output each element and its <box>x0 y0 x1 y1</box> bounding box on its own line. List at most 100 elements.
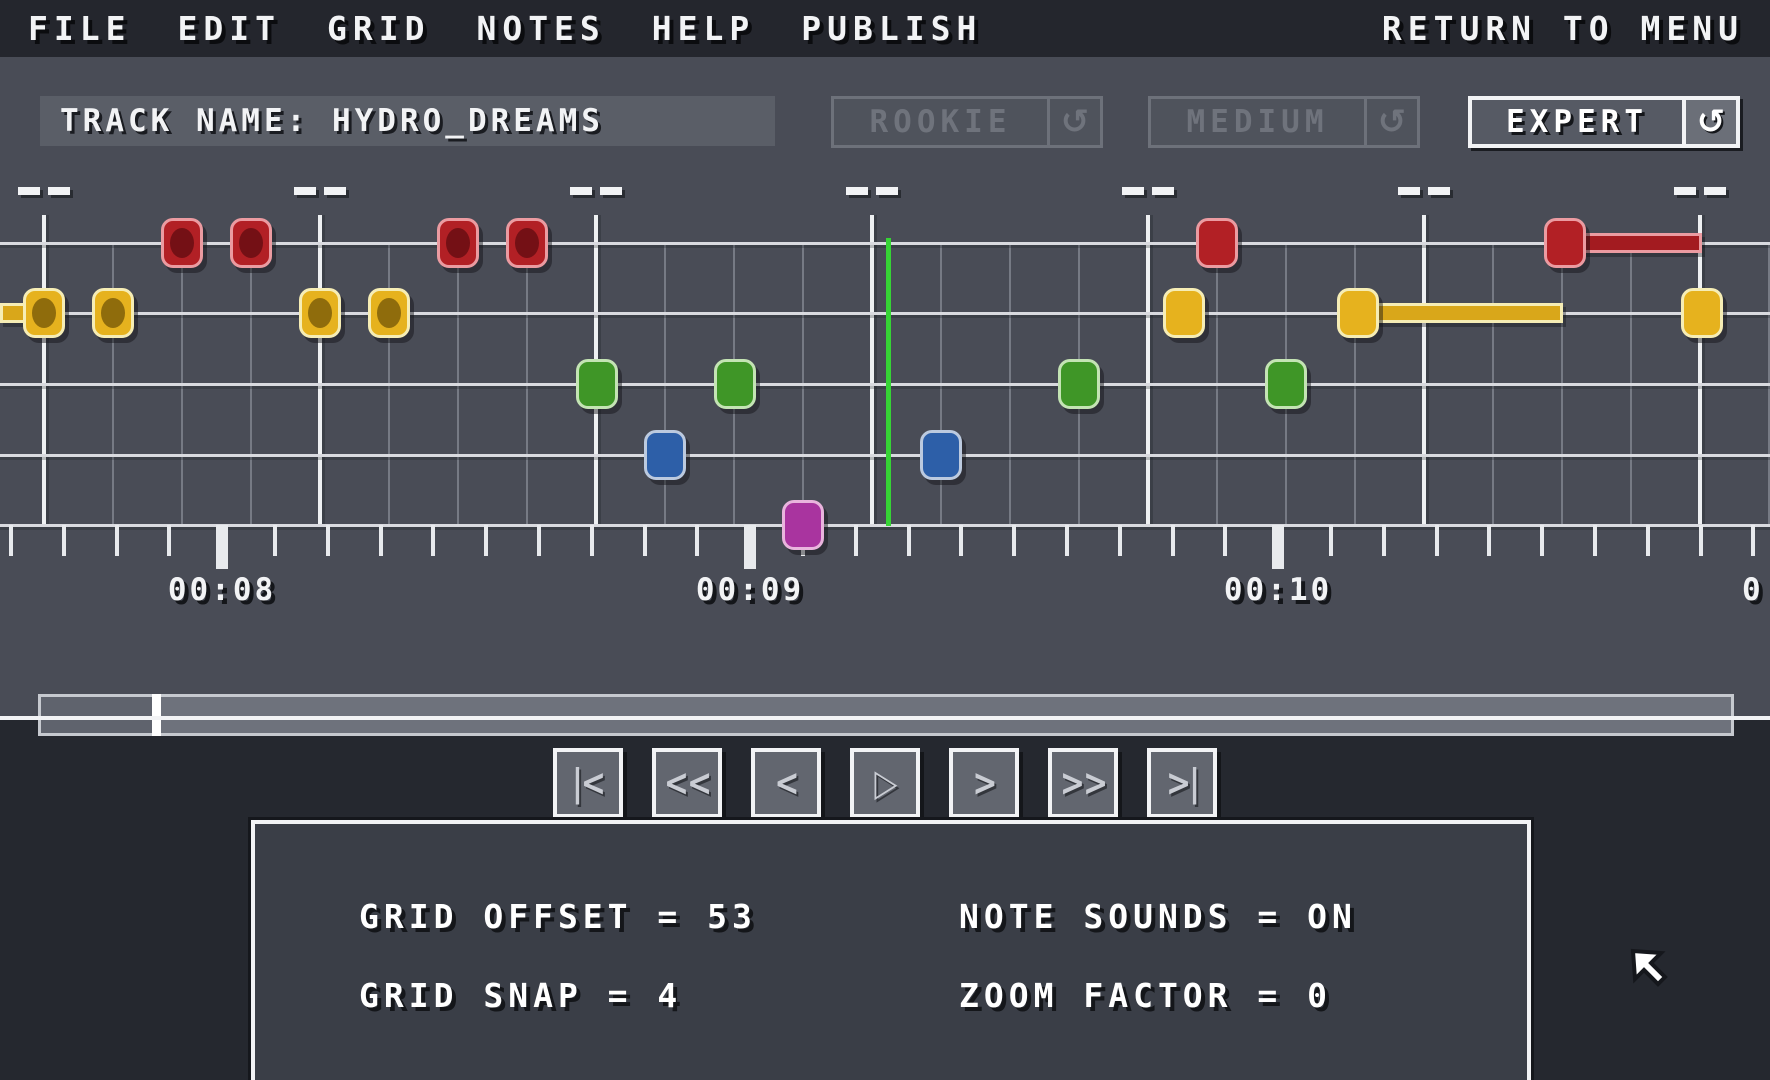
ruler-minor-tick <box>1699 525 1703 556</box>
scrollbar-handle[interactable] <box>152 694 161 736</box>
note-purple[interactable] <box>782 500 824 550</box>
grid-major-line <box>1698 215 1702 525</box>
note-red[interactable] <box>506 218 548 268</box>
timeline-scrollbar[interactable] <box>38 694 1734 736</box>
note-green[interactable] <box>576 359 618 409</box>
lane-line <box>0 242 1770 245</box>
note-hit-marker <box>239 228 263 258</box>
lane-line <box>0 454 1770 457</box>
grid-major-line <box>42 215 46 525</box>
note-green[interactable] <box>1058 359 1100 409</box>
section-divider <box>0 716 1770 720</box>
difficulty-label: MEDIUM <box>1186 104 1329 140</box>
note-hit-marker <box>170 228 194 258</box>
note-yellow[interactable] <box>1681 288 1723 338</box>
grid-major-line <box>318 215 322 525</box>
ruler-major-tick <box>1272 525 1284 569</box>
note-yellow[interactable] <box>1337 288 1379 338</box>
fast-forward-button[interactable]: >> <box>1048 748 1118 818</box>
ruler-minor-tick <box>379 525 383 556</box>
note-yellow[interactable] <box>368 288 410 338</box>
ruler-timestamp: 00:09 <box>695 572 805 608</box>
ruler-minor-tick <box>167 525 171 556</box>
note-yellow[interactable] <box>299 288 341 338</box>
grid-major-line <box>1146 215 1150 525</box>
ruler-minor-tick <box>695 525 699 556</box>
ruler-minor-tick <box>643 525 647 556</box>
ruler-minor-tick <box>273 525 277 556</box>
measure-dash <box>1152 187 1174 195</box>
play-button[interactable]: ▷ <box>850 748 920 818</box>
skip-to-start-button[interactable]: |< <box>553 748 623 818</box>
note-red[interactable] <box>1196 218 1238 268</box>
step-back-button[interactable]: < <box>751 748 821 818</box>
ruler-minor-tick <box>1487 525 1491 556</box>
ruler-minor-tick <box>1382 525 1386 556</box>
difficulty-label: ROOKIE <box>869 104 1012 140</box>
loop-icon[interactable]: ↺ <box>1047 99 1100 145</box>
note-red[interactable] <box>161 218 203 268</box>
timeline-ruler[interactable]: 00:08 00:09 00:10 0 <box>0 525 1770 717</box>
status-panel: GRID OFFSET = 53 NOTE SOUNDS = ON GRID S… <box>248 817 1534 1080</box>
transport-controls: |< << < ▷ > >> >| <box>0 748 1770 820</box>
ruler-minor-tick <box>1540 525 1544 556</box>
ruler-minor-tick <box>907 525 911 556</box>
note-red[interactable] <box>437 218 479 268</box>
playhead[interactable] <box>886 238 891 526</box>
note-hit-marker <box>515 228 539 258</box>
note-hit-marker <box>377 298 401 328</box>
ruler-minor-tick <box>431 525 435 556</box>
menu-item-grid[interactable]: GRID <box>326 9 431 48</box>
measure-dash <box>1428 187 1450 195</box>
menu-item-edit[interactable]: EDIT <box>177 9 281 48</box>
note-hit-marker <box>101 298 125 328</box>
ruler-minor-tick <box>1065 525 1069 556</box>
menu-item-file[interactable]: FILE <box>28 9 132 48</box>
lane-line <box>0 383 1770 386</box>
grid-major-line <box>1422 215 1426 525</box>
measure-dash <box>1398 187 1420 195</box>
loop-icon[interactable]: ↺ <box>1364 99 1417 145</box>
lane-line <box>0 312 1770 315</box>
ruler-timestamp: 00:08 <box>167 572 277 608</box>
measure-dash <box>1674 187 1696 195</box>
ruler-minor-tick <box>1223 525 1227 556</box>
note-red[interactable] <box>1544 218 1586 268</box>
note-red[interactable] <box>230 218 272 268</box>
rewind-button[interactable]: << <box>652 748 722 818</box>
loop-icon[interactable]: ↺ <box>1682 100 1736 144</box>
difficulty-button-expert[interactable]: EXPERT ↺ <box>1468 96 1740 148</box>
note-green[interactable] <box>714 359 756 409</box>
difficulty-button-rookie[interactable]: ROOKIE ↺ <box>831 96 1103 148</box>
note-yellow[interactable] <box>1163 288 1205 338</box>
note-blue[interactable] <box>644 430 686 480</box>
menu-item-notes[interactable]: NOTES <box>476 9 606 48</box>
ruler-minor-tick <box>326 525 330 556</box>
ruler-minor-tick <box>484 525 488 556</box>
ruler-timestamp-partial: 0 <box>1742 572 1764 608</box>
note-yellow[interactable] <box>23 288 65 338</box>
track-name-label: TRACK NAME: HYDRO_DREAMS <box>60 103 604 139</box>
measure-dash <box>294 187 316 195</box>
ruler-minor-tick <box>1593 525 1597 556</box>
editor-panel: TRACK NAME: HYDRO_DREAMS 00:08 00:09 00:10… <box>0 57 1770 736</box>
return-to-menu-button[interactable]: RETURN TO MENU <box>1381 9 1744 48</box>
note-blue[interactable] <box>920 430 962 480</box>
skip-to-end-button[interactable]: >| <box>1147 748 1217 818</box>
measure-dash <box>1704 187 1726 195</box>
note-green[interactable] <box>1265 359 1307 409</box>
note-yellow[interactable] <box>92 288 134 338</box>
zoom-factor-readout: ZOOM FACTOR = 0 <box>959 976 1333 1015</box>
ruler-minor-tick <box>590 525 594 556</box>
ruler-minor-tick <box>1329 525 1333 556</box>
ruler-minor-tick <box>62 525 66 556</box>
menu-item-publish[interactable]: PUBLISH <box>801 9 983 48</box>
ruler-minor-tick <box>1646 525 1650 556</box>
difficulty-button-medium[interactable]: MEDIUM ↺ <box>1148 96 1420 148</box>
scrollbar-elapsed-segment <box>41 697 155 733</box>
note-hit-marker <box>446 228 470 258</box>
menu-item-help[interactable]: HELP <box>651 9 756 48</box>
note-grid[interactable]: 00:08 00:09 00:10 0 <box>0 150 1770 717</box>
step-forward-button[interactable]: > <box>949 748 1019 818</box>
